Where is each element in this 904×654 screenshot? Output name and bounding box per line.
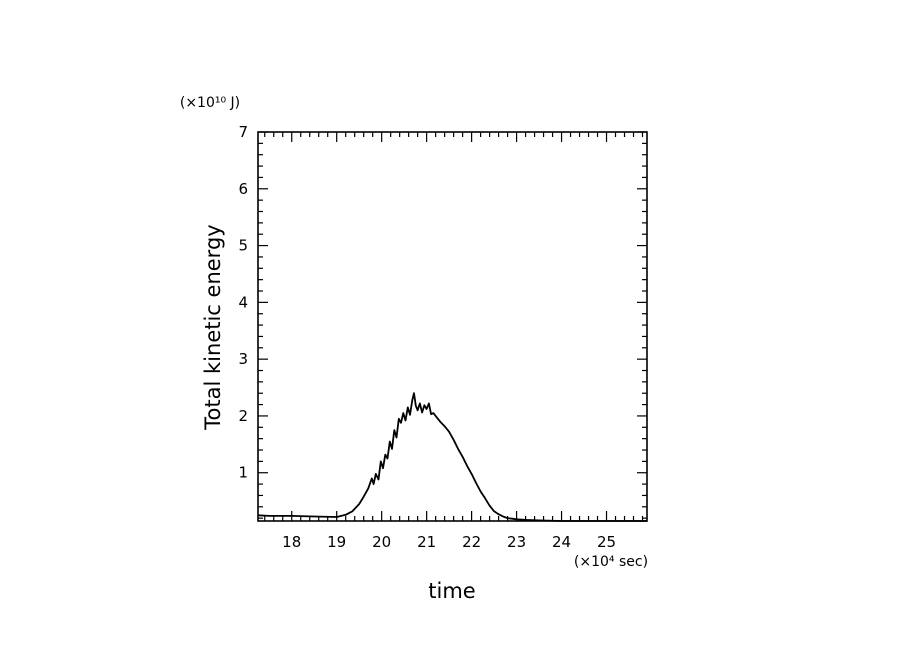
x-tick-label: 24 <box>552 533 571 551</box>
y-tick-label: 1 <box>238 464 248 482</box>
y-tick-label: 3 <box>238 350 248 368</box>
y-tick-label: 5 <box>238 237 248 255</box>
y-axis-title: Total kinetic energy <box>201 224 225 430</box>
x-tick-label: 25 <box>597 533 616 551</box>
y-tick-label: 2 <box>238 407 248 425</box>
plot-frame <box>257 131 648 522</box>
x-tick-label: 21 <box>417 533 436 551</box>
x-tick-label: 22 <box>462 533 481 551</box>
x-tick-label: 19 <box>327 533 346 551</box>
x-tick-label: 20 <box>372 533 391 551</box>
y-axis-ticks <box>258 131 647 519</box>
x-tick-label: 18 <box>282 533 301 551</box>
y-axis-tick-labels: 1 2 3 4 5 6 7 <box>238 123 248 482</box>
x-axis-title: time <box>428 579 475 603</box>
x-axis-ticks <box>264 132 644 521</box>
x-tick-label: 23 <box>507 533 526 551</box>
y-axis-unit: (×10¹⁰ J) <box>180 95 240 111</box>
y-tick-label: 6 <box>238 180 248 198</box>
series-line <box>257 392 647 522</box>
y-tick-label: 4 <box>238 293 248 311</box>
x-axis-tick-labels: 18 19 20 21 22 23 24 25 <box>282 533 616 551</box>
y-tick-label: 7 <box>238 123 248 141</box>
x-axis-unit: (×10⁴ sec) <box>574 554 648 570</box>
